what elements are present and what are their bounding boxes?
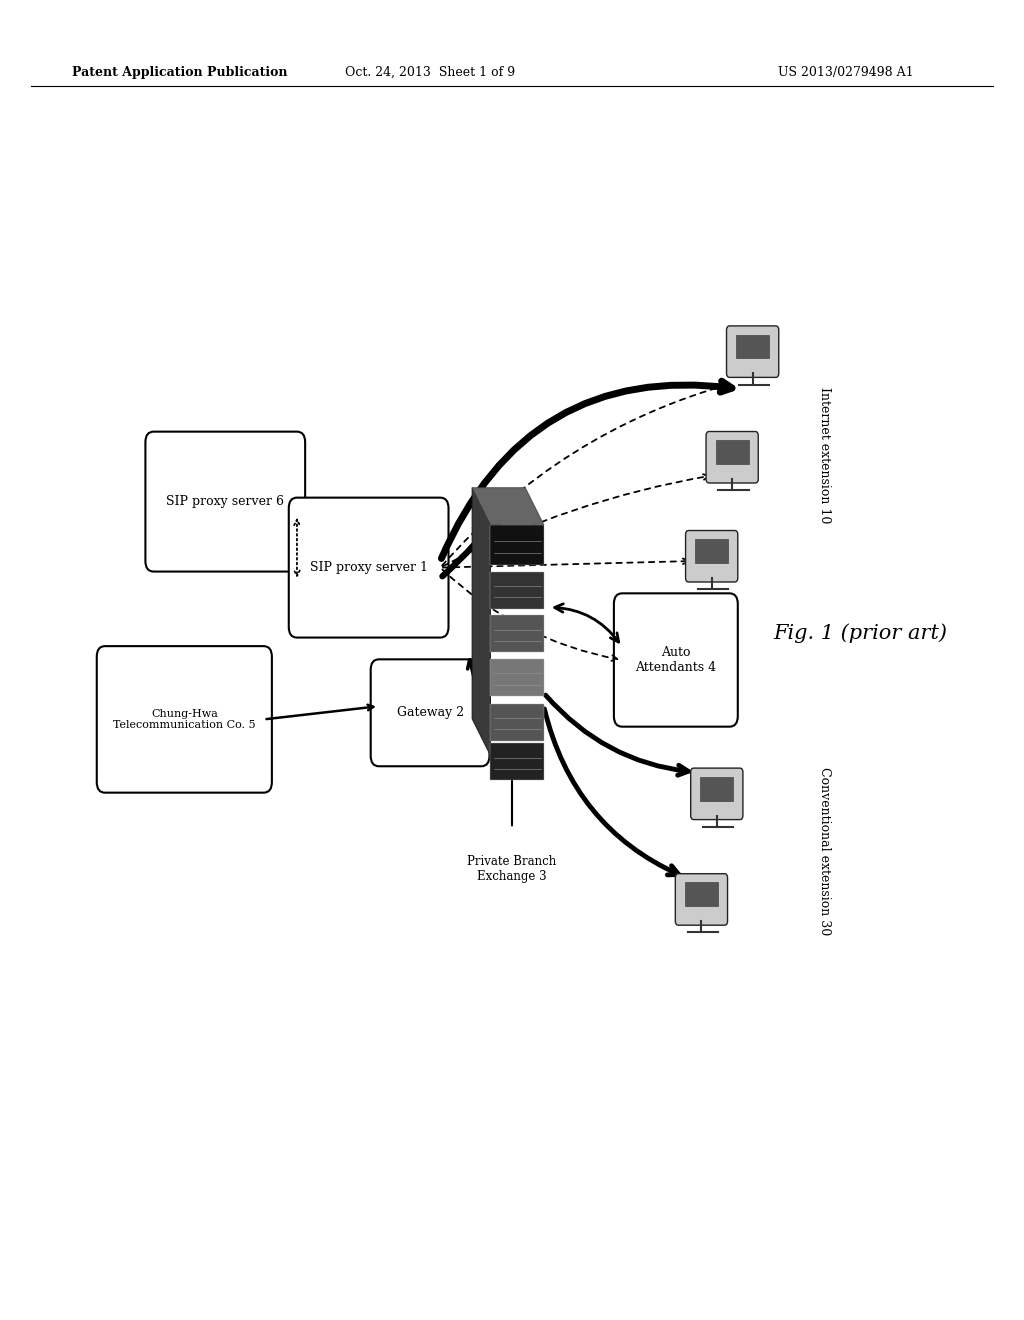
Bar bbox=[490, 659, 544, 696]
Bar bbox=[490, 572, 544, 609]
Text: Chung-Hwa
Telecommunication Co. 5: Chung-Hwa Telecommunication Co. 5 bbox=[113, 709, 256, 730]
Text: Internet extension 10: Internet extension 10 bbox=[818, 387, 830, 524]
Text: Patent Application Publication: Patent Application Publication bbox=[72, 66, 287, 79]
FancyBboxPatch shape bbox=[727, 326, 779, 378]
FancyBboxPatch shape bbox=[690, 768, 743, 820]
Bar bbox=[490, 525, 544, 565]
Text: Gateway 2: Gateway 2 bbox=[396, 706, 464, 719]
Text: Oct. 24, 2013  Sheet 1 of 9: Oct. 24, 2013 Sheet 1 of 9 bbox=[345, 66, 515, 79]
FancyBboxPatch shape bbox=[707, 432, 758, 483]
FancyBboxPatch shape bbox=[686, 531, 737, 582]
Text: Private Branch
Exchange 3: Private Branch Exchange 3 bbox=[467, 855, 557, 883]
Bar bbox=[490, 743, 544, 780]
Text: Auto
Attendants 4: Auto Attendants 4 bbox=[635, 645, 717, 675]
FancyBboxPatch shape bbox=[145, 432, 305, 572]
Bar bbox=[736, 334, 769, 359]
FancyBboxPatch shape bbox=[371, 660, 489, 766]
Bar bbox=[700, 776, 733, 801]
Polygon shape bbox=[472, 487, 490, 755]
Bar bbox=[490, 704, 544, 741]
Text: Fig. 1 (prior art): Fig. 1 (prior art) bbox=[773, 624, 947, 643]
Polygon shape bbox=[472, 487, 544, 524]
Text: US 2013/0279498 A1: US 2013/0279498 A1 bbox=[778, 66, 913, 79]
Bar bbox=[716, 440, 749, 465]
Bar bbox=[685, 882, 718, 907]
Text: Conventional extension 30: Conventional extension 30 bbox=[818, 767, 830, 936]
Bar bbox=[695, 539, 728, 564]
Text: SIP proxy server 6: SIP proxy server 6 bbox=[166, 495, 285, 508]
Bar bbox=[490, 615, 544, 652]
FancyBboxPatch shape bbox=[96, 645, 271, 792]
FancyBboxPatch shape bbox=[676, 874, 728, 925]
Text: SIP proxy server 1: SIP proxy server 1 bbox=[309, 561, 428, 574]
FancyBboxPatch shape bbox=[614, 594, 737, 726]
FancyBboxPatch shape bbox=[289, 498, 449, 638]
